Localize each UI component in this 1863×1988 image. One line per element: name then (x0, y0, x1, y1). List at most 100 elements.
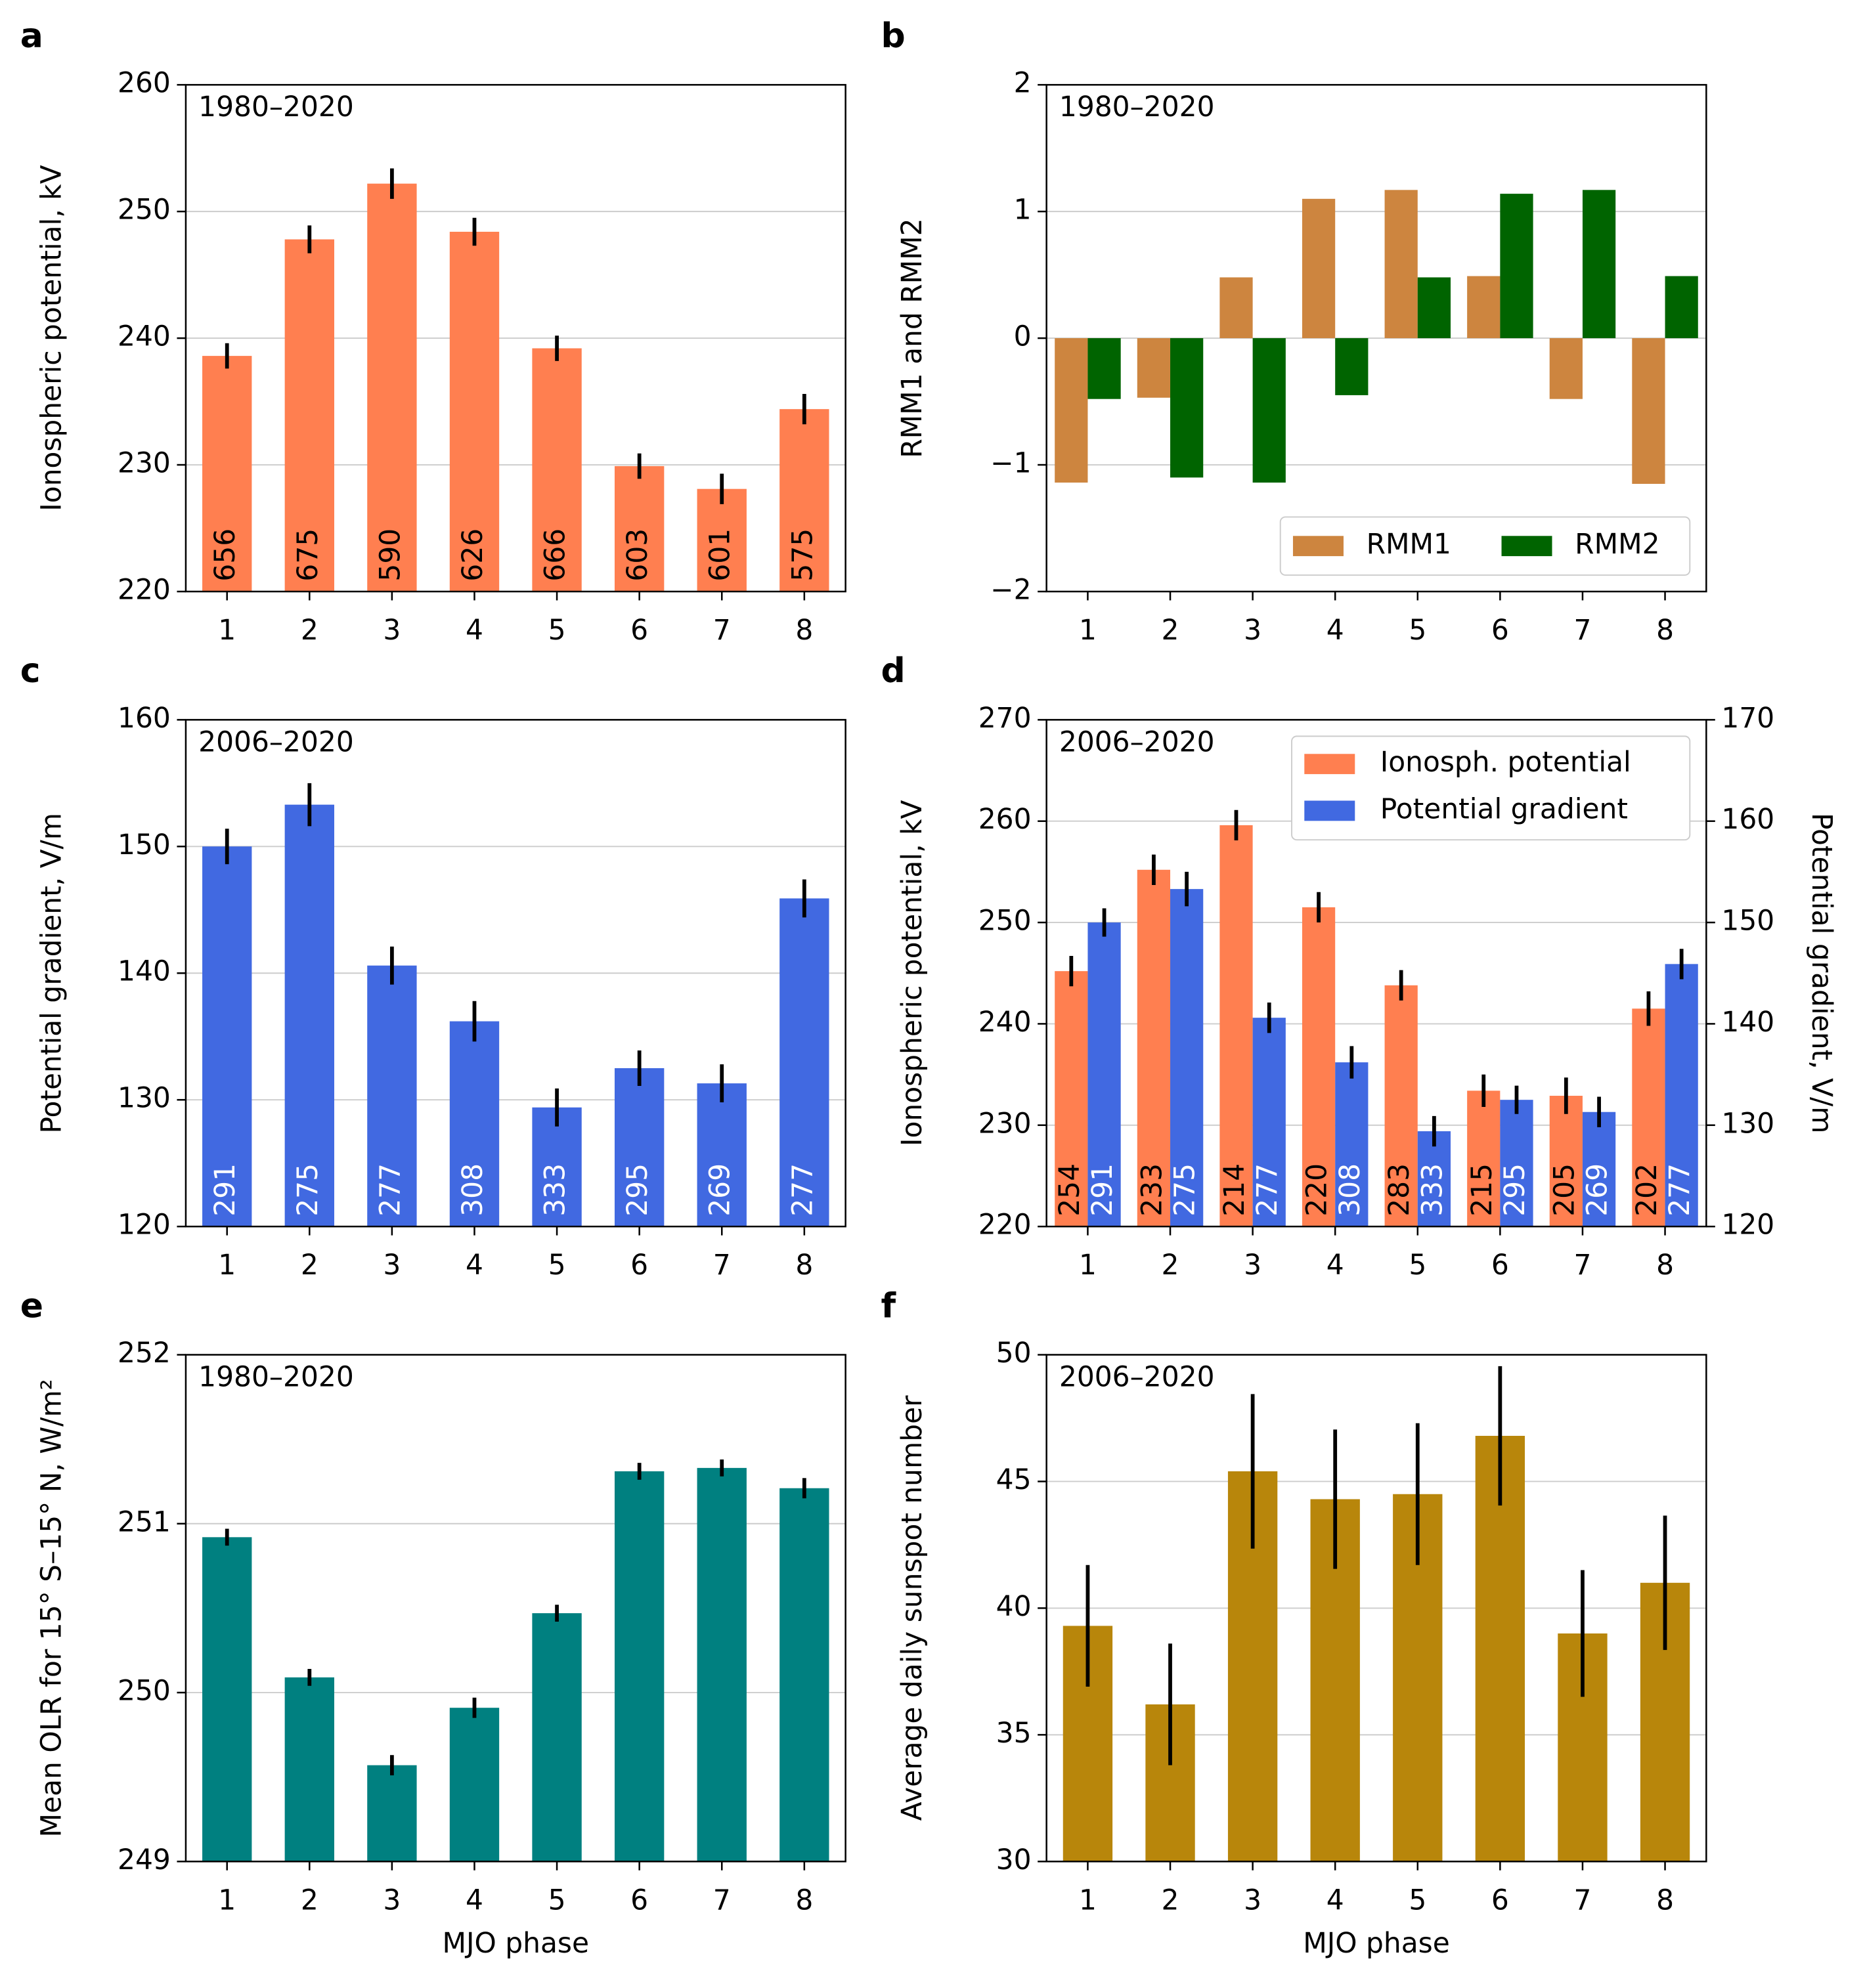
count-label: 275 (292, 1163, 324, 1217)
bar (532, 1613, 582, 1862)
bar (1137, 869, 1171, 1227)
bar (1219, 277, 1253, 339)
y-tick-label: 252 (118, 1337, 171, 1369)
y-tick-label: 35 (996, 1717, 1032, 1749)
bar (1582, 190, 1616, 339)
y2-axis-label: Potential gradient, V/m (1806, 813, 1838, 1134)
bar (614, 1471, 665, 1862)
plot-frame (1045, 719, 1707, 1228)
count-label: 666 (539, 529, 571, 582)
count-label: 575 (786, 529, 818, 582)
count-label: 603 (621, 529, 653, 582)
x-tick-label: 8 (1656, 1249, 1674, 1281)
bar (1219, 825, 1253, 1227)
x-tick-label: 3 (1244, 1249, 1261, 1281)
y2-tick-label: 140 (1721, 1006, 1774, 1038)
y-tick-label: 240 (118, 320, 171, 353)
bar (779, 409, 829, 592)
x-tick-label: 3 (1244, 614, 1261, 646)
count-label: 269 (1581, 1163, 1613, 1217)
x-axis-label: MJO phase (1303, 1927, 1450, 1959)
x-tick-label: 4 (1326, 1884, 1344, 1916)
x-tick-label: 1 (218, 614, 236, 646)
panel-letter: b (881, 16, 906, 56)
bar (1302, 907, 1336, 1227)
x-tick-label: 6 (1491, 614, 1509, 646)
bar (1170, 889, 1204, 1227)
y-axis-label: Average daily sunspot number (896, 1395, 928, 1821)
y-tick-label: 40 (996, 1590, 1032, 1622)
x-tick-label: 2 (301, 1249, 318, 1281)
bar (367, 965, 417, 1227)
bar (1087, 338, 1121, 399)
legend-swatch (1304, 754, 1355, 775)
count-label: 626 (456, 529, 489, 582)
x-tick-label: 1 (1079, 614, 1097, 646)
y2-tick-label: 170 (1721, 702, 1774, 734)
legend-box (1279, 516, 1691, 576)
legend-label: Potential gradient (1380, 792, 1628, 825)
x-tick-label: 8 (1656, 614, 1674, 646)
count-label: 675 (292, 529, 324, 582)
count-label: 291 (209, 1163, 241, 1217)
x-tick-label: 7 (1573, 1884, 1591, 1916)
legend-box (1291, 735, 1691, 841)
count-label: 254 (1053, 1163, 1085, 1217)
y-tick-label: 140 (118, 955, 171, 987)
plot-frame (185, 83, 846, 593)
y-tick-label: 260 (118, 67, 171, 99)
x-tick-label: 8 (795, 1249, 813, 1281)
bar (449, 1021, 500, 1227)
bar (614, 465, 665, 592)
y-tick-label: 249 (118, 1844, 171, 1876)
bar (1087, 922, 1121, 1227)
x-tick-label: 7 (1573, 1249, 1591, 1281)
bar (779, 898, 829, 1227)
y-tick-label: 120 (118, 1209, 171, 1241)
y2-tick-label: 150 (1721, 905, 1774, 937)
count-label: 214 (1218, 1163, 1250, 1217)
x-tick-label: 8 (795, 614, 813, 646)
x-tick-label: 6 (1491, 1249, 1509, 1281)
bar (1335, 338, 1369, 395)
bar (1632, 1008, 1665, 1227)
y-tick-label: 240 (978, 1006, 1032, 1038)
y-axis-label: Potential gradient, V/m (35, 813, 67, 1134)
y-axis-label: Mean OLR for 15° S–15° N, W/m² (35, 1379, 67, 1837)
x-tick-label: 6 (630, 1249, 648, 1281)
count-label: 590 (374, 529, 406, 582)
annotation: 1980–2020 (1059, 91, 1215, 123)
x-tick-label: 5 (548, 614, 566, 646)
y-tick-label: 2 (1014, 67, 1032, 99)
bar (1335, 1062, 1369, 1227)
count-label: 205 (1548, 1163, 1580, 1217)
y-axis-label: RMM1 and RMM2 (896, 218, 928, 458)
panel-letter: c (20, 651, 41, 691)
x-tick-label: 2 (301, 614, 318, 646)
y-tick-label: −2 (990, 573, 1031, 605)
x-tick-label: 5 (1409, 1884, 1426, 1916)
bar (1252, 1018, 1286, 1227)
bar (1170, 338, 1204, 478)
y-tick-label: 251 (118, 1505, 171, 1538)
y-tick-label: 250 (118, 1675, 171, 1707)
legend-swatch (1501, 536, 1552, 557)
x-tick-label: 4 (466, 1249, 483, 1281)
y2-tick-label: 130 (1721, 1107, 1774, 1139)
bar (1665, 964, 1698, 1227)
count-label: 269 (704, 1163, 736, 1217)
x-tick-label: 7 (1573, 614, 1591, 646)
bar (1384, 190, 1418, 339)
bar (1500, 1100, 1533, 1227)
x-tick-label: 4 (1326, 1249, 1344, 1281)
count-label: 277 (374, 1163, 406, 1217)
bar (202, 846, 252, 1227)
x-tick-label: 3 (383, 614, 401, 646)
y-tick-label: 160 (118, 702, 171, 734)
bar (449, 1708, 500, 1862)
x-tick-label: 4 (466, 1884, 483, 1916)
y-tick-label: 45 (996, 1463, 1032, 1496)
bar (1549, 1096, 1583, 1227)
y-tick-label: 230 (118, 447, 171, 479)
